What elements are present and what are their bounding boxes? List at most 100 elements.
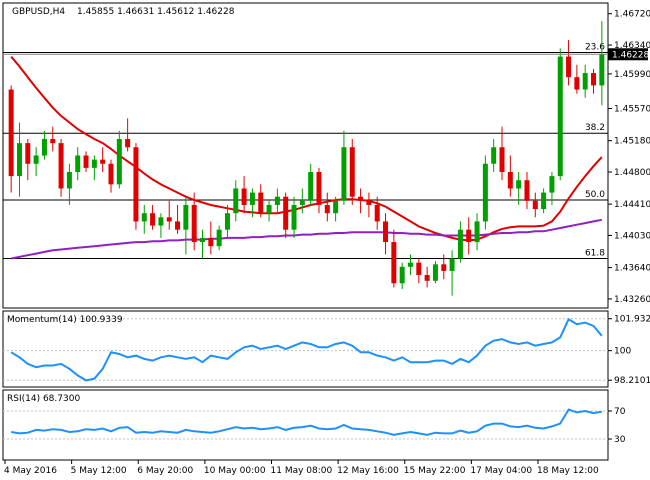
time-tick-label: 17 May 04:00 bbox=[470, 466, 532, 476]
candle-body bbox=[249, 192, 255, 205]
price-tick-label: 1.45990 bbox=[614, 70, 650, 80]
rsi-panel-frame bbox=[2, 389, 609, 461]
candle-body bbox=[566, 56, 572, 78]
time-tick-label: 15 May 22:00 bbox=[404, 466, 466, 476]
candle-body bbox=[482, 163, 488, 222]
candle-body bbox=[274, 196, 280, 205]
candle-body bbox=[324, 204, 330, 214]
candle-body bbox=[75, 155, 81, 172]
candle-body bbox=[432, 264, 438, 281]
price-tick-label: 1.44030 bbox=[614, 231, 650, 241]
time-tick-label: 6 May 20:00 bbox=[137, 466, 193, 476]
candle-body bbox=[574, 77, 580, 90]
fib-level-label: 50.0 bbox=[585, 190, 605, 200]
moving-average-line bbox=[11, 218, 602, 260]
candle-body bbox=[441, 264, 447, 271]
time-axis: 4 May 2016 5 May 12:00 6 May 20:00 10 May 0… bbox=[4, 460, 599, 476]
candle-body bbox=[16, 143, 22, 177]
candle-body bbox=[208, 237, 214, 247]
candle-body bbox=[299, 200, 305, 205]
fib-level-label: 38.2 bbox=[585, 123, 605, 133]
candle-body bbox=[349, 147, 355, 197]
candle-body bbox=[108, 163, 114, 185]
candle-body bbox=[424, 275, 430, 281]
candle-body bbox=[449, 258, 455, 271]
fib-level-label: 23.6 bbox=[585, 42, 605, 52]
candle-body bbox=[133, 147, 139, 222]
time-tick-label: 11 May 08:00 bbox=[271, 466, 333, 476]
candle-body bbox=[233, 188, 239, 214]
price-tick-label: 1.44410 bbox=[614, 200, 650, 210]
candle-body bbox=[8, 89, 14, 177]
candle-body bbox=[41, 139, 47, 156]
fib-level-label: 61.8 bbox=[585, 249, 605, 259]
main-panel: 23.6 38.2 50.0 61.8 1.46720 1.46340 1.45990 1.… bbox=[2, 2, 650, 309]
momentum-tick-label: 100 bbox=[614, 347, 631, 357]
candle-body bbox=[200, 237, 206, 243]
candle-body bbox=[374, 204, 380, 222]
moving-average-line bbox=[10, 55, 603, 242]
candle-body bbox=[391, 242, 397, 284]
candle-body bbox=[25, 143, 31, 164]
price-tick-label: 1.45180 bbox=[614, 137, 650, 147]
candle-body bbox=[241, 188, 247, 205]
time-tick-label: 4 May 2016 bbox=[4, 466, 57, 476]
candle-body bbox=[58, 143, 64, 189]
price-tick-label: 1.44800 bbox=[614, 168, 650, 178]
candle-body bbox=[116, 139, 122, 185]
candle-body bbox=[591, 73, 597, 86]
candle-body bbox=[366, 200, 372, 205]
candle-body bbox=[333, 200, 339, 214]
chart-header-ohlc: 1.45855 1.46631 1.45612 1.46228 bbox=[77, 7, 235, 17]
candle-body bbox=[516, 180, 522, 189]
momentum-tick-label: 98.2101 bbox=[614, 376, 650, 386]
candle-body bbox=[216, 229, 222, 247]
candle-body bbox=[532, 200, 538, 210]
candle-body bbox=[183, 204, 189, 230]
momentum-panel: 101.9328 100 98.2101 Momentum(14) 100.9339 bbox=[2, 310, 650, 388]
price-tick-label: 1.46340 bbox=[614, 41, 650, 51]
candle-body bbox=[457, 229, 463, 259]
candle-body bbox=[599, 54, 605, 86]
candle-body bbox=[399, 266, 405, 284]
price-tick-label: 1.43260 bbox=[614, 295, 650, 305]
candle-body bbox=[407, 262, 413, 267]
candle-body bbox=[191, 204, 197, 243]
candle-body bbox=[358, 196, 364, 201]
candle-body bbox=[91, 159, 97, 168]
candle-body bbox=[524, 180, 530, 201]
candle-body bbox=[507, 171, 513, 189]
chart-header-symbol: GBPUSD,H4 bbox=[12, 7, 65, 17]
candle-body bbox=[383, 221, 389, 243]
candle-body bbox=[141, 213, 147, 222]
rsi-panel: 70 30 RSI(14) 68.7300 bbox=[2, 389, 626, 461]
candle-body bbox=[266, 204, 272, 214]
price-tick-label: 1.46720 bbox=[614, 10, 650, 20]
rsi-line bbox=[11, 408, 602, 436]
last-price-tag bbox=[608, 48, 648, 61]
candle-body bbox=[150, 213, 156, 226]
candle-body bbox=[33, 155, 39, 164]
candle-body bbox=[466, 229, 472, 243]
price-tick-label: 1.45570 bbox=[614, 105, 650, 115]
candle-body bbox=[541, 192, 547, 210]
candle-body bbox=[125, 139, 131, 148]
candle-body bbox=[416, 262, 422, 276]
candle-body bbox=[557, 56, 563, 177]
momentum-tick-label: 101.9328 bbox=[614, 315, 650, 325]
candle-body bbox=[50, 139, 56, 144]
candle-body bbox=[100, 159, 106, 164]
time-tick-label: 18 May 12:00 bbox=[537, 466, 599, 476]
candle-body bbox=[291, 204, 297, 230]
candle-body bbox=[158, 217, 164, 226]
rsi-tick-label: 70 bbox=[614, 407, 626, 417]
candle-body bbox=[258, 192, 264, 214]
price-tick-label: 1.43640 bbox=[614, 264, 650, 274]
candle-body bbox=[474, 221, 480, 243]
candle-body bbox=[499, 147, 505, 172]
candle-body bbox=[283, 196, 289, 230]
candle-body bbox=[224, 213, 230, 230]
last-price-label: 1.46228 bbox=[612, 50, 649, 60]
candle-body bbox=[308, 171, 314, 201]
